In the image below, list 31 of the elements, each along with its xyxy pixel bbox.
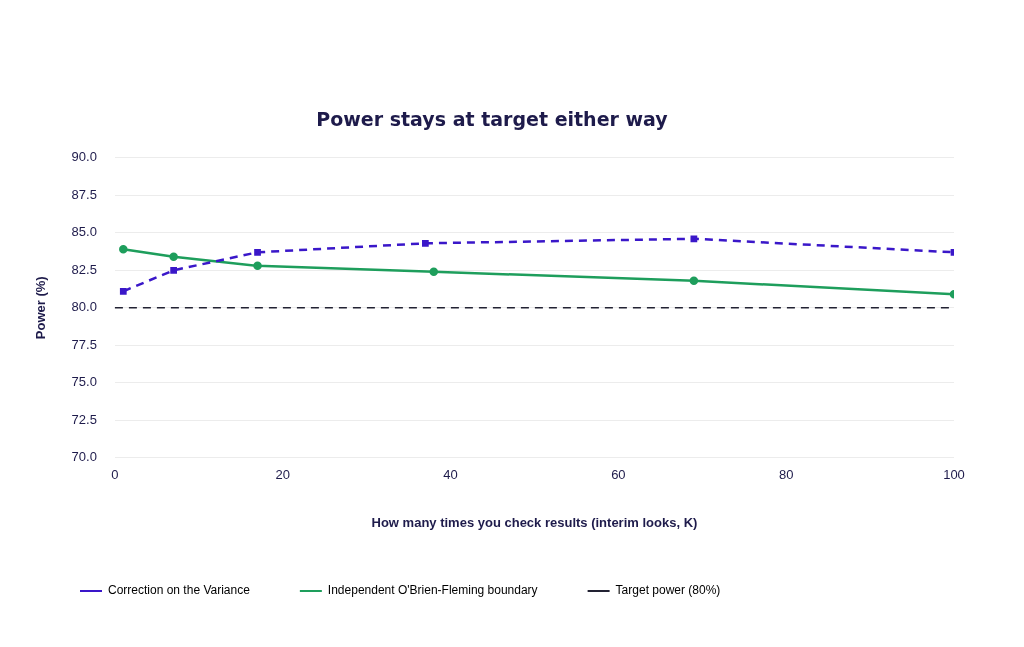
y-tick-label: 85.0 (71, 224, 97, 240)
legend-label: Independent O'Brien-Fleming boundary (327, 583, 538, 598)
y-tick-label: 80.0 (71, 299, 97, 315)
x-tick-label: 80 (778, 467, 794, 483)
x-tick-label: 20 (275, 467, 290, 483)
point (254, 248, 261, 256)
point (119, 287, 127, 295)
legend-label: Target power (80%) (615, 583, 721, 598)
point (253, 261, 262, 271)
point (169, 252, 178, 262)
y-tick-label: 90.0 (71, 149, 97, 165)
y-tick-label: 72.5 (71, 411, 97, 427)
point (170, 266, 178, 274)
x-tick-label: 60 (611, 467, 626, 483)
x-axis-title: How many times you check results (interim looks, K) (371, 514, 698, 530)
x-tick-label: 40 (443, 467, 458, 483)
legend-label: Correction on the Variance (108, 583, 251, 598)
chart-title: Power stays at target either way (316, 108, 669, 131)
point (422, 239, 429, 247)
x-tick-label: 100 (943, 467, 965, 483)
y-tick-label: 87.5 (71, 186, 97, 202)
point (119, 245, 128, 254)
point (689, 276, 699, 286)
point (690, 235, 698, 243)
point (429, 267, 439, 277)
x-tick-label: 0 (111, 467, 119, 483)
y-tick-label: 82.5 (71, 261, 97, 277)
y-axis-title: Power (%) (33, 276, 49, 340)
y-tick-label: 75.0 (71, 374, 97, 390)
y-tick-label: 77.5 (71, 336, 97, 352)
y-tick-label: 70.0 (71, 449, 97, 465)
